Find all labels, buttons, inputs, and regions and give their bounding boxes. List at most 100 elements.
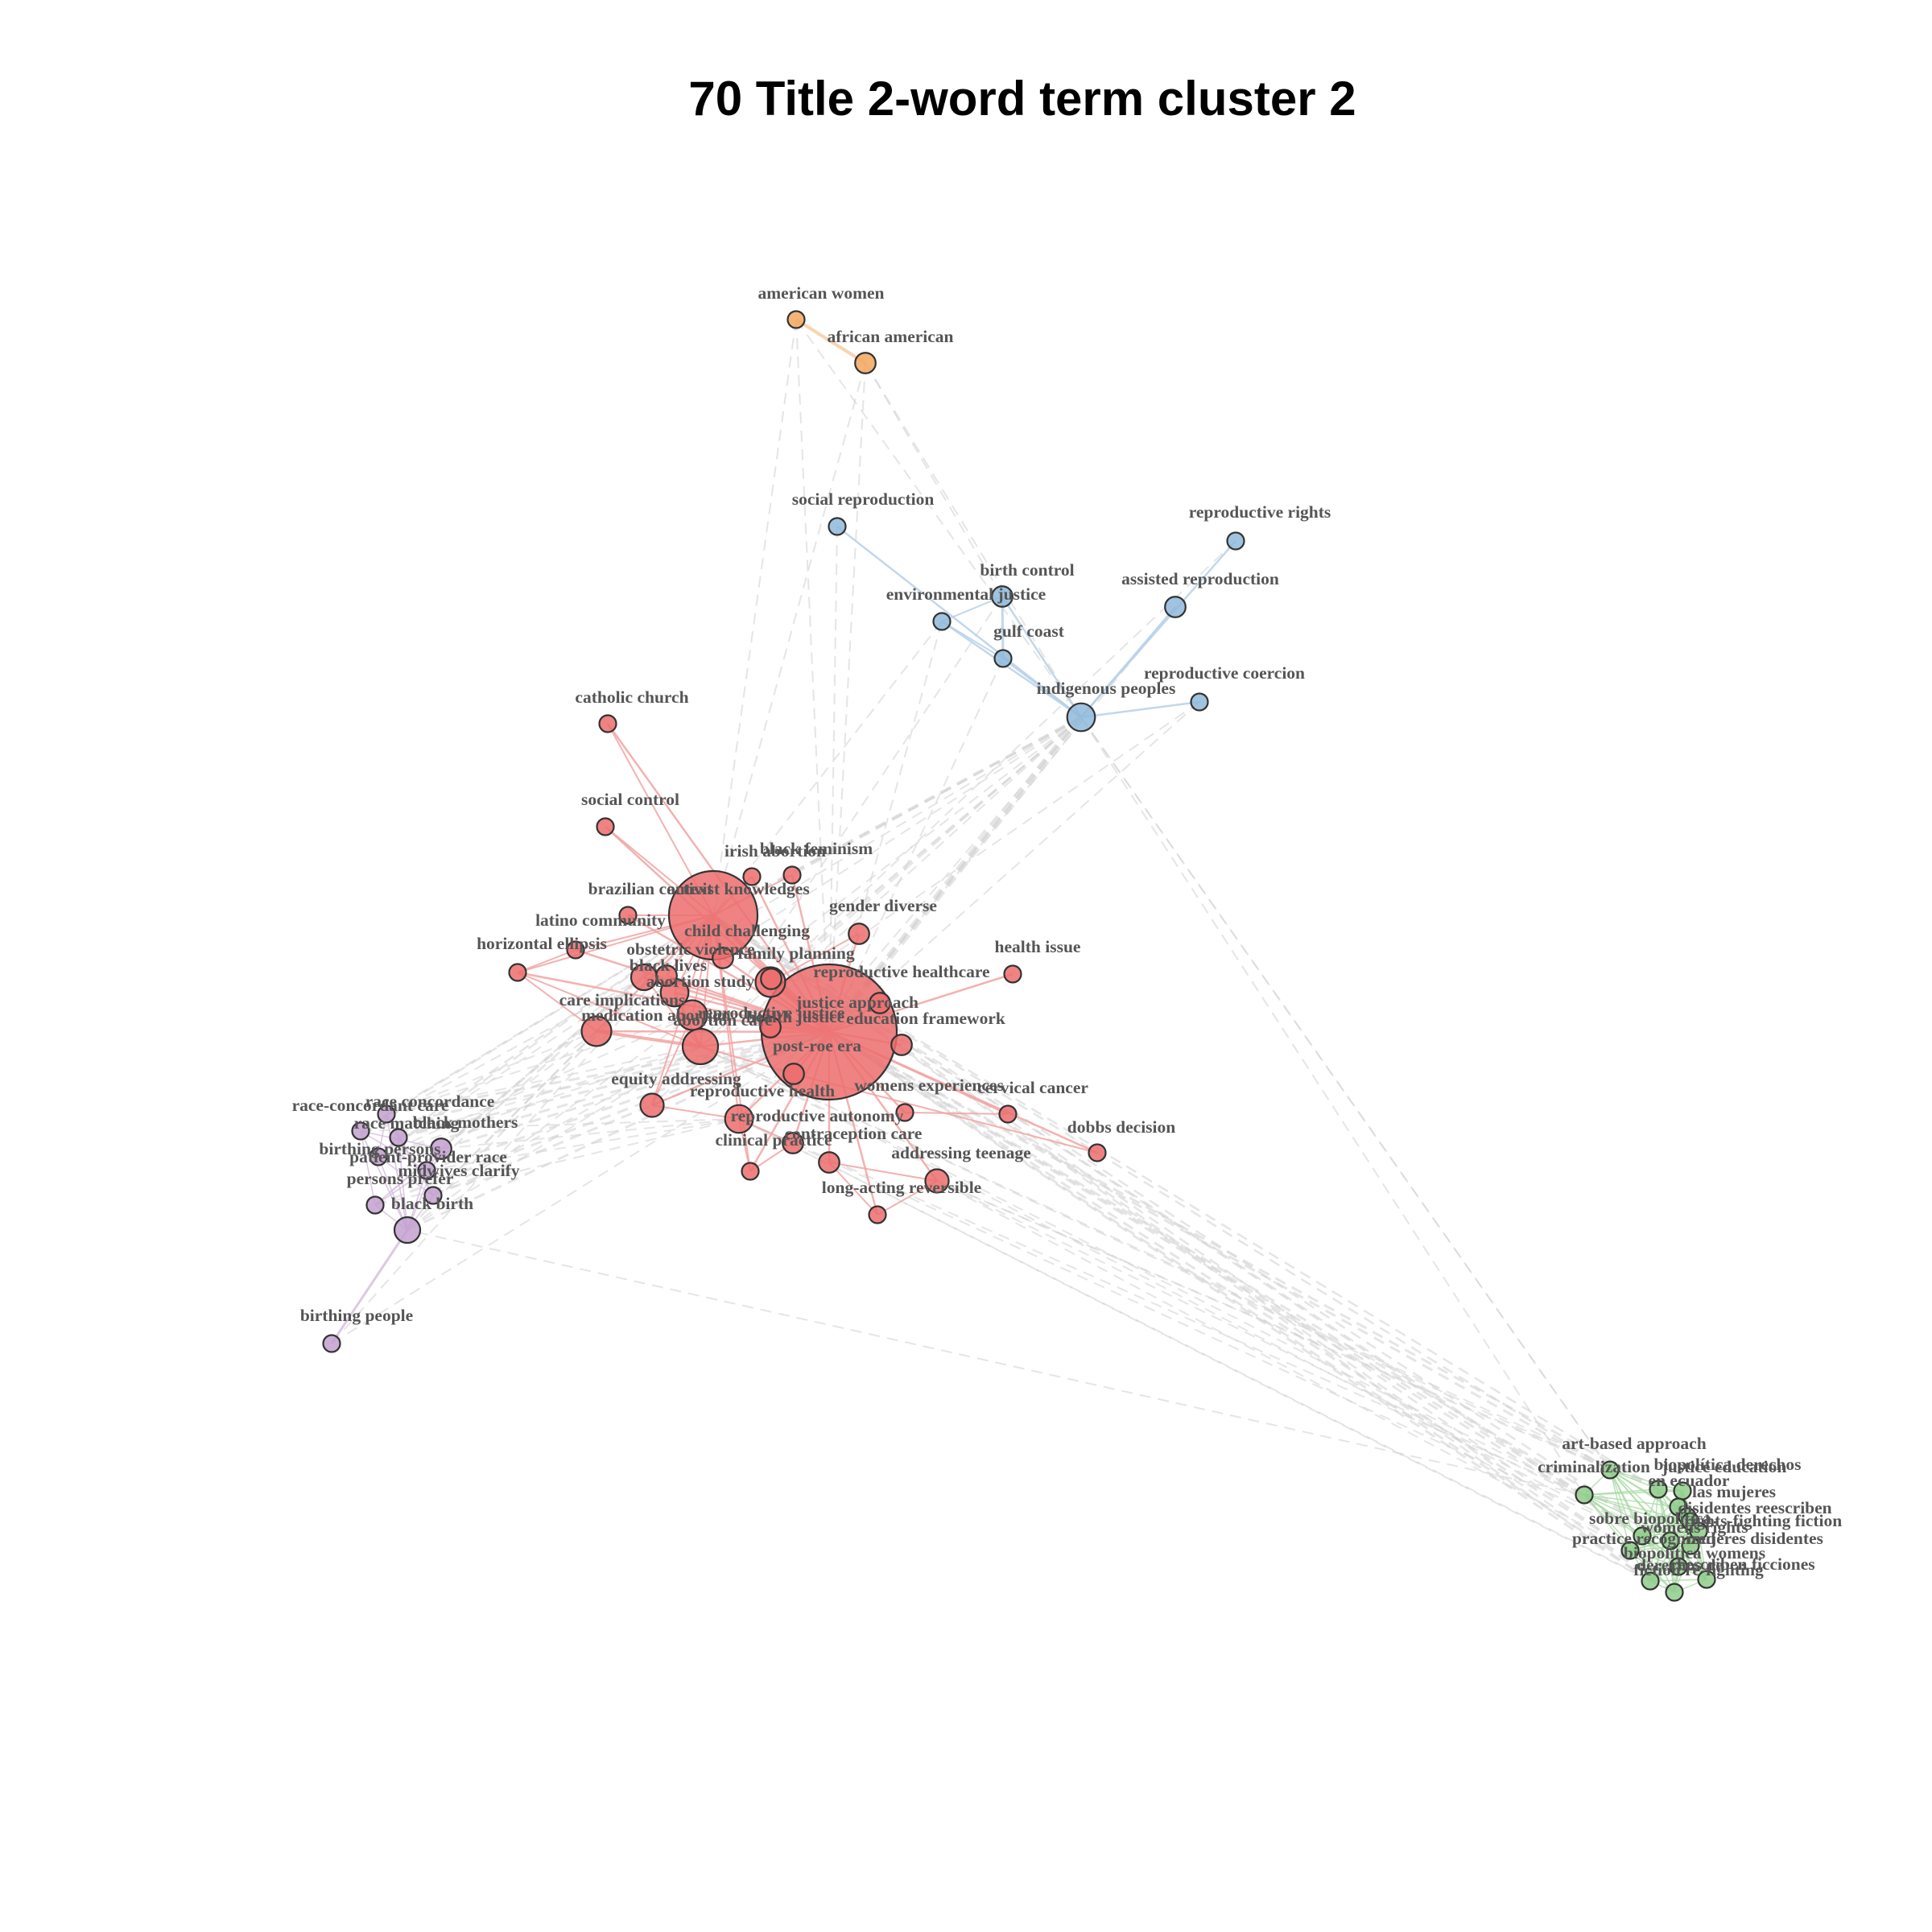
between-edge-persons-prefer--reproductive-justice: [374, 1030, 830, 1207]
node-reproductive-health[interactable]: [724, 1104, 754, 1134]
between-edge-derechos-de--activist-knowledges: [712, 914, 1651, 1583]
between-edge-midwives-clarify--abortion-care: [432, 1046, 701, 1196]
between-edge-birthing-people--reproductive-justice: [331, 1031, 830, 1344]
node-dobbs-decision[interactable]: [1088, 1143, 1107, 1162]
label-abortion-study: abortion study: [646, 972, 755, 991]
edge-contraception-care--long-acting-reversible: [828, 1162, 878, 1216]
node-black-feminism[interactable]: [782, 865, 802, 885]
node-race-concordance[interactable]: [377, 1104, 396, 1124]
node-race-matching[interactable]: [389, 1128, 408, 1147]
label-biopol-tica-womens: biopolítica womens: [1624, 1543, 1765, 1563]
node-reproductive-autonomy[interactable]: [782, 1132, 804, 1154]
between-edge-african-american--indigenous-peoples: [865, 362, 1082, 718]
node-black-birth[interactable]: [393, 1216, 422, 1245]
node-persons-prefer[interactable]: [365, 1195, 385, 1215]
term-nodes: [322, 310, 1716, 1602]
node-contraception-care[interactable]: [818, 1151, 840, 1174]
node-birthing-people[interactable]: [322, 1334, 341, 1353]
label-equity-addressing: equity addressing: [611, 1069, 741, 1088]
label-education-framework: education framework: [846, 1009, 1005, 1028]
edge-indigenous-peoples--birth-control: [1001, 596, 1083, 718]
node-gender-diverse[interactable]: [848, 923, 870, 945]
label-family-planning: family planning: [737, 943, 854, 963]
node-addressing-teenage[interactable]: [924, 1168, 950, 1194]
node-irish-abortion[interactable]: [742, 867, 762, 886]
between-edge-race-concordant-care--reproductive-health: [360, 1118, 740, 1132]
node-birth-control[interactable]: [991, 585, 1013, 608]
node-equity-addressing[interactable]: [639, 1092, 665, 1118]
node-derechos-de[interactable]: [1641, 1571, 1660, 1591]
label-catholic-church: catholic church: [575, 687, 688, 707]
label-justice-approach: justice approach: [795, 993, 919, 1012]
node-indigenous-peoples[interactable]: [1066, 702, 1096, 733]
node-education-framework[interactable]: [890, 1034, 913, 1056]
label-brazilian-context: brazilian context: [588, 879, 713, 898]
node-womens-rights[interactable]: [1661, 1531, 1680, 1550]
node-abortion-care[interactable]: [681, 1027, 720, 1066]
node-fiction-re-fighting[interactable]: [1665, 1583, 1684, 1602]
node-horizontal-ellipsis[interactable]: [508, 963, 527, 982]
node-clinical-practice[interactable]: [741, 1162, 760, 1181]
node-practice-recognized[interactable]: [1620, 1541, 1640, 1560]
between-edge-fiction-re-fighting--reproductive-health: [738, 1118, 1675, 1593]
node-social-control[interactable]: [596, 817, 615, 836]
node-art-based-approach[interactable]: [1600, 1460, 1620, 1480]
node-rights-fighting-fiction[interactable]: [1689, 1521, 1708, 1541]
between-edge-womens-rights--addressing-teenage: [936, 1180, 1671, 1542]
node-midwives-clarify[interactable]: [423, 1186, 443, 1205]
node-social-reproduction[interactable]: [828, 517, 847, 536]
node-environmental-justice[interactable]: [932, 612, 952, 631]
node-health-issue[interactable]: [1003, 964, 1022, 984]
node-mujeres-disidentes[interactable]: [1681, 1536, 1700, 1555]
between-edge-race-matching--activist-knowledges: [398, 914, 714, 1139]
label-long-acting-reversible: long-acting reversible: [822, 1178, 981, 1197]
node-black-mothers[interactable]: [430, 1137, 452, 1160]
edge-black-mothers--persons-prefer: [374, 1148, 442, 1206]
node-assisted-reproduction[interactable]: [1164, 596, 1187, 618]
edge-horizontal-ellipsis--latino-community: [517, 949, 576, 973]
node-child-challenging[interactable]: [712, 947, 734, 969]
node-biopol-tica-womens[interactable]: [1669, 1557, 1688, 1576]
between-edge-black-birth--reproductive-justice: [407, 1030, 830, 1232]
between-edge-environmental-justice--activist-knowledges: [712, 621, 943, 916]
node-gulf-coast[interactable]: [993, 649, 1013, 668]
node-care-implications[interactable]: [676, 999, 708, 1031]
edge-indigenous-peoples--assisted-reproduction: [1080, 606, 1176, 718]
node-birthing-persons[interactable]: [369, 1147, 388, 1166]
label-reproductive-coercion: reproductive coercion: [1144, 663, 1305, 683]
edge-race-concordant-care--black-birth: [360, 1130, 408, 1231]
between-edge-race-concordant-care--black-lives: [360, 976, 645, 1132]
node-justice-education[interactable]: [1649, 1480, 1668, 1499]
edge-care-implications--equity-addressing: [651, 1014, 693, 1106]
node-post-roe-era[interactable]: [782, 1063, 805, 1085]
node-health-justice[interactable]: [759, 1016, 782, 1038]
node-criminalization[interactable]: [1575, 1485, 1594, 1505]
node-brazilian-context[interactable]: [618, 906, 638, 925]
node-reescriben-ficciones[interactable]: [1697, 1570, 1716, 1589]
node-patient-provider-race[interactable]: [417, 1161, 436, 1180]
node-reproductive-coercion[interactable]: [1190, 692, 1209, 712]
node-obstetric-violence[interactable]: [655, 964, 678, 987]
label-african-american: african american: [827, 327, 953, 346]
node-long-acting-reversible[interactable]: [868, 1205, 887, 1224]
node-race-concordant-care[interactable]: [351, 1121, 370, 1141]
node-sobre-biopol-tica[interactable]: [1633, 1526, 1652, 1546]
node-american-women[interactable]: [786, 310, 806, 329]
between-edge-indigenous-peoples--medication-abortion: [596, 716, 1082, 1032]
node-reproductive-rights[interactable]: [1226, 531, 1245, 551]
node-family-planning[interactable]: [760, 968, 782, 990]
node-cervical-cancer[interactable]: [998, 1104, 1018, 1124]
edge-sobre-biopol-tica--reescriben-ficciones: [1641, 1535, 1707, 1580]
node-justice-approach[interactable]: [869, 992, 891, 1014]
node-catholic-church[interactable]: [598, 714, 617, 733]
label-birthing-persons: birthing persons: [319, 1139, 440, 1158]
node-womens-experiences[interactable]: [895, 1103, 914, 1122]
node-african-american[interactable]: [854, 352, 877, 374]
between-edge-womens-rights--reproductive-justice: [828, 1030, 1671, 1542]
label-gulf-coast: gulf coast: [993, 621, 1065, 641]
node-latino-community[interactable]: [566, 940, 585, 960]
between-edge-indigenous-peoples--reproductive-healthcare: [770, 716, 1082, 983]
edge-gender-diverse--reproductive-healthcare: [770, 933, 860, 983]
between-edge-sobre-biopol-tica--abortion-care: [700, 1046, 1643, 1537]
node-medication-abortion[interactable]: [580, 1015, 613, 1047]
